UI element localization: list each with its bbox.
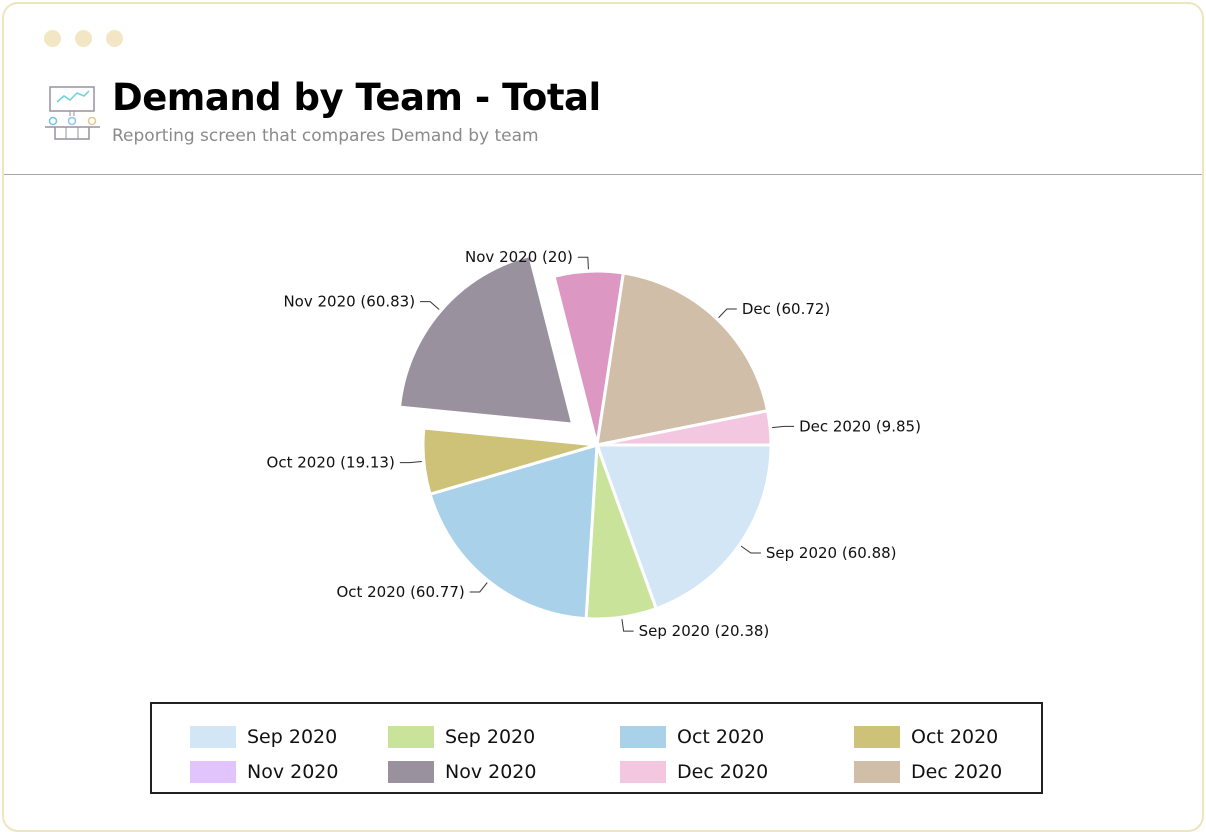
- label-leader-line: [740, 545, 761, 554]
- presentation-board-icon: [45, 86, 100, 140]
- legend-swatch: [620, 726, 666, 748]
- slice-label: Dec 2020 (9.85): [799, 417, 921, 435]
- legend-item[interactable]: Nov 2020: [190, 761, 338, 783]
- legend-label: Nov 2020: [247, 761, 339, 783]
- window-dot: [106, 30, 123, 47]
- pie-slice[interactable]: [428, 442, 599, 621]
- window-dot: [75, 30, 92, 47]
- legend-item[interactable]: Dec 2020: [854, 761, 1002, 783]
- legend-item[interactable]: Nov 2020: [388, 761, 536, 783]
- legend-swatch: [620, 761, 666, 783]
- legend-swatch: [388, 761, 434, 783]
- legend-item[interactable]: Sep 2020: [190, 726, 337, 748]
- pie-slice[interactable]: [397, 253, 575, 426]
- legend-item[interactable]: Oct 2020: [854, 726, 998, 748]
- legend-swatch: [388, 726, 434, 748]
- legend-swatch: [854, 761, 900, 783]
- window-dot: [44, 30, 61, 47]
- label-leader-line: [718, 308, 737, 319]
- label-leader-line: [621, 619, 634, 632]
- pie-chart: Sep 2020 (60.88) Sep 2020 (20.38) Oct 2020…: [267, 248, 921, 640]
- label-leader-line: [577, 256, 589, 270]
- legend-item[interactable]: Oct 2020: [620, 726, 764, 748]
- pie-slice[interactable]: [594, 443, 773, 611]
- label-leader-line: [469, 582, 488, 593]
- slice-label: Oct 2020 (60.77): [336, 583, 464, 601]
- page-subtitle: Reporting screen that compares Demand by…: [112, 126, 539, 146]
- slice-label: Oct 2020 (19.13): [267, 454, 395, 472]
- legend-label: Sep 2020: [247, 726, 338, 748]
- chart-legend: Sep 2020 Sep 2020 Oct 2020 Oct 2020 Nov 2020…: [150, 702, 1043, 794]
- legend-label: Oct 2020: [677, 726, 765, 748]
- pie-slice[interactable]: [596, 409, 773, 447]
- window-dots: [44, 30, 123, 47]
- legend-label: Nov 2020: [445, 761, 537, 783]
- page-title: Demand by Team - Total: [112, 76, 601, 119]
- slice-label: Dec (60.72): [742, 300, 830, 318]
- legend-item[interactable]: Sep 2020: [388, 726, 535, 748]
- legend-label: Oct 2020: [911, 726, 999, 748]
- legend-label: Dec 2020: [677, 761, 769, 783]
- legend-swatch: [190, 761, 236, 783]
- legend-swatch: [190, 726, 236, 748]
- slice-label: Sep 2020 (20.38): [639, 622, 770, 640]
- slice-label: Sep 2020 (60.88): [766, 544, 897, 562]
- legend-swatch: [854, 726, 900, 748]
- pie-slice[interactable]: [421, 426, 598, 497]
- header-divider: [4, 174, 1202, 175]
- legend-item[interactable]: Dec 2020: [620, 761, 768, 783]
- legend-label: Dec 2020: [911, 761, 1003, 783]
- pie-slice[interactable]: [595, 271, 770, 447]
- slice-label: Nov 2020 (20): [465, 248, 573, 266]
- label-leader-line: [420, 301, 440, 310]
- slice-label: Nov 2020 (60.83): [283, 293, 415, 311]
- legend-label: Sep 2020: [445, 726, 536, 748]
- label-leader-line: [772, 425, 795, 429]
- label-leader-line: [399, 461, 422, 464]
